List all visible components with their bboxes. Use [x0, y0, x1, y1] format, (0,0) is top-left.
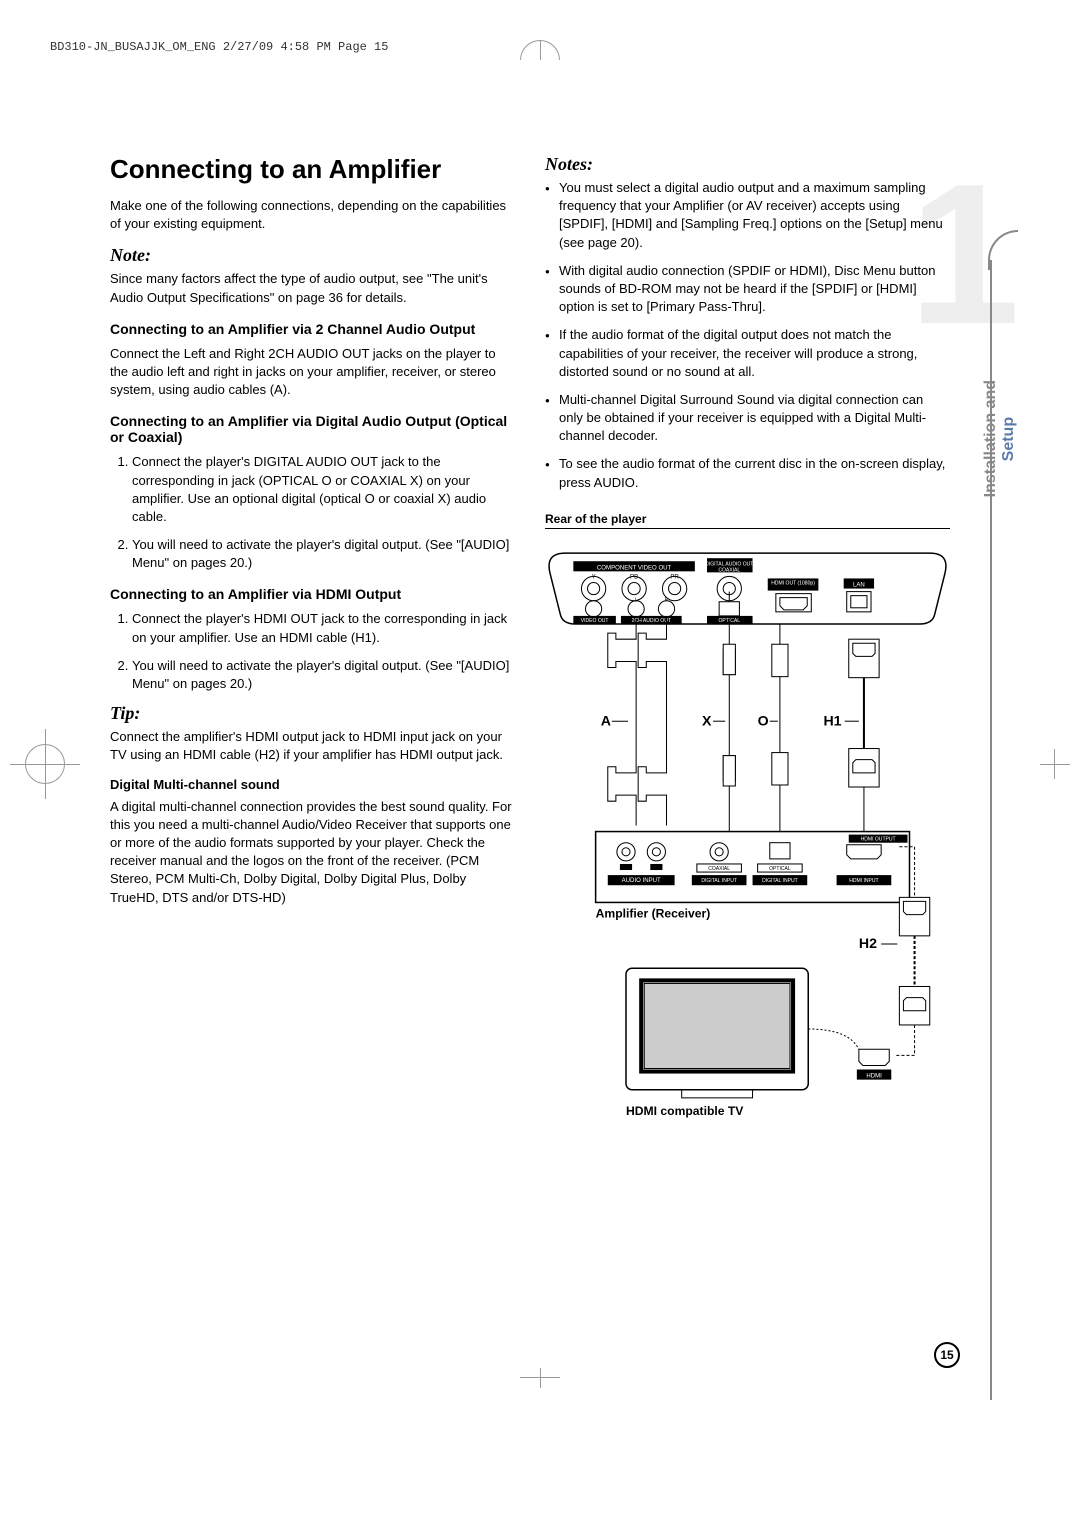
- crop-mark: [520, 1377, 560, 1378]
- list-item: If the audio format of the digital outpu…: [545, 326, 950, 381]
- svg-text:PB: PB: [630, 574, 638, 580]
- list-item: Multi-channel Digital Surround Sound via…: [545, 391, 950, 446]
- page-number: 15: [934, 1342, 960, 1368]
- svg-text:X: X: [702, 713, 712, 729]
- section-heading: Connecting to an Amplifier via HDMI Outp…: [110, 586, 515, 602]
- notes-heading: Notes:: [545, 154, 950, 175]
- notes-list: You must select a digital audio output a…: [545, 179, 950, 492]
- section-heading: Connecting to an Amplifier via Digital A…: [110, 413, 515, 445]
- tip-text: Connect the amplifier's HDMI output jack…: [110, 728, 515, 764]
- ordered-list: Connect the player's HDMI OUT jack to th…: [110, 610, 515, 693]
- left-column: Connecting to an Amplifier Make one of t…: [110, 154, 515, 1153]
- section-heading: Connecting to an Amplifier via 2 Channel…: [110, 321, 515, 337]
- svg-text:HDMI: HDMI: [866, 1073, 882, 1079]
- section-text: Connect the Left and Right 2CH AUDIO OUT…: [110, 345, 515, 400]
- note-heading: Note:: [110, 245, 515, 266]
- crop-mark: [1054, 749, 1055, 779]
- tip-heading: Tip:: [110, 703, 515, 724]
- svg-text:HDMI OUT (1080p): HDMI OUT (1080p): [771, 580, 815, 586]
- svg-text:OPTICAL: OPTICAL: [769, 866, 791, 872]
- list-item: You must select a digital audio output a…: [545, 179, 950, 252]
- svg-text:AUDIO INPUT: AUDIO INPUT: [622, 878, 661, 884]
- note-text: Since many factors affect the type of au…: [110, 270, 515, 306]
- svg-text:VIDEO OUT: VIDEO OUT: [581, 618, 609, 624]
- svg-text:2CH AUDIO OUT: 2CH AUDIO OUT: [632, 618, 671, 624]
- crop-mark: [540, 1368, 541, 1388]
- list-item: To see the audio format of the current d…: [545, 455, 950, 491]
- svg-text:A: A: [601, 713, 611, 729]
- list-item: You will need to activate the player's d…: [132, 536, 515, 572]
- svg-text:Amplifier (Receiver): Amplifier (Receiver): [596, 906, 711, 920]
- svg-text:Y: Y: [592, 574, 596, 580]
- section-tab: Installation and Setup: [982, 380, 1018, 497]
- section-heading: Digital Multi-channel sound: [110, 777, 515, 792]
- section-text: A digital multi-channel connection provi…: [110, 798, 515, 907]
- list-item: With digital audio connection (SPDIF or …: [545, 262, 950, 317]
- list-item: You will need to activate the player's d…: [132, 657, 515, 693]
- svg-text:HDMI compatible TV: HDMI compatible TV: [626, 1104, 744, 1118]
- section-tab-line1: Installation and: [982, 380, 999, 497]
- right-column: Notes: You must select a digital audio o…: [545, 154, 970, 1153]
- ordered-list: Connect the player's DIGITAL AUDIO OUT j…: [110, 453, 515, 572]
- svg-text:H2: H2: [859, 936, 877, 952]
- svg-text:PR: PR: [670, 574, 679, 580]
- svg-text:O: O: [758, 713, 769, 729]
- svg-text:LAN: LAN: [853, 582, 865, 588]
- svg-text:COAXIAL: COAXIAL: [708, 866, 730, 872]
- list-item: Connect the player's HDMI OUT jack to th…: [132, 610, 515, 646]
- section-tab-line2: Setup: [1000, 416, 1017, 460]
- svg-text:R: R: [665, 598, 669, 604]
- svg-text:HDMI OUTPUT: HDMI OUTPUT: [861, 836, 896, 842]
- intro-text: Make one of the following connections, d…: [110, 197, 515, 233]
- svg-text:L: L: [635, 598, 638, 604]
- crop-mark: [45, 729, 46, 799]
- list-item: Connect the player's DIGITAL AUDIO OUT j…: [132, 453, 515, 526]
- page-title: Connecting to an Amplifier: [110, 154, 515, 185]
- svg-text:COMPONENT VIDEO OUT: COMPONENT VIDEO OUT: [597, 565, 672, 571]
- svg-text:HDMI INPUT: HDMI INPUT: [849, 878, 878, 884]
- svg-text:DIGITAL INPUT: DIGITAL INPUT: [701, 878, 737, 884]
- svg-text:DIGITAL INPUT: DIGITAL INPUT: [762, 878, 798, 884]
- svg-text:COAXIAL: COAXIAL: [718, 567, 740, 573]
- page-content: Connecting to an Amplifier Make one of t…: [50, 154, 1030, 1153]
- diagram-title: Rear of the player: [545, 512, 950, 529]
- crop-mark: [1040, 764, 1070, 765]
- svg-text:H1: H1: [823, 713, 841, 729]
- connection-diagram: COMPONENT VIDEO OUT Y PB PR DIGITAL AUDI…: [545, 543, 950, 1151]
